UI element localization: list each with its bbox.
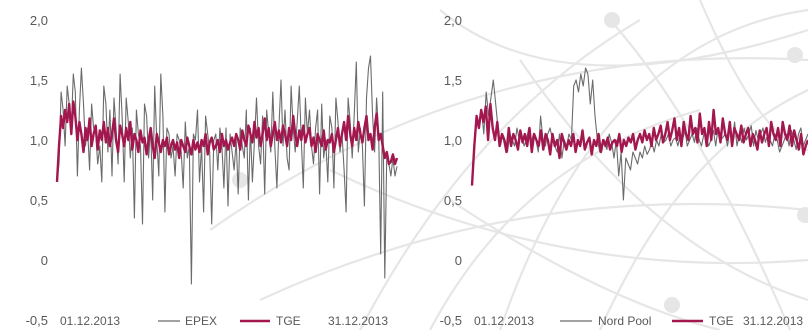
x-tick-label: 01.12.2013	[60, 314, 120, 328]
series-line-tge	[470, 102, 808, 186]
watermark-curve	[449, 199, 721, 332]
legend-label: TGE	[709, 314, 734, 328]
y-tick-label: -0,5	[26, 313, 48, 328]
y-tick-label: 1,0	[30, 133, 48, 148]
watermark-curve	[598, 89, 808, 331]
watermark-curve	[329, 169, 808, 265]
legend-label: TGE	[276, 314, 301, 328]
y-tick-label: -0,5	[440, 313, 462, 328]
watermark-node	[787, 47, 803, 63]
chart-panels: 2,0 1,5 1,0 0,5 0 -0,5 01.12.2013 31.12.2013 EPE…	[26, 13, 808, 328]
y-tick-label: 1,0	[444, 133, 462, 148]
watermark-node	[797, 207, 808, 223]
series-line-tge	[55, 100, 399, 183]
y-tick-label: 2,0	[30, 13, 48, 28]
legend-label: Nord Pool	[598, 314, 651, 328]
chart-panel-2: 2,0 1,5 1,0 0,5 0 -0,5 01.12.2013 31.12.2013 Nor…	[440, 13, 808, 328]
y-tick-label: 2,0	[444, 13, 462, 28]
globe-watermark	[209, 0, 808, 332]
legend-label: EPEX	[185, 314, 217, 328]
chart-panel-1: 2,0 1,5 1,0 0,5 0 -0,5 01.12.2013 31.12.2013 EPE…	[26, 13, 399, 328]
watermark-curve	[498, 8, 808, 331]
x-tick-label: 01.12.2013	[474, 314, 534, 328]
y-tick-label: 0,5	[30, 193, 48, 208]
watermark-node	[664, 297, 680, 313]
series-line-epex	[56, 55, 398, 285]
watermark-node	[232, 172, 248, 188]
y-tick-label: 1,5	[30, 73, 48, 88]
y-tick-label: 1,5	[444, 73, 462, 88]
y-tick-label: 0	[455, 253, 462, 268]
x-tick-label: 31.12.2013	[328, 314, 388, 328]
watermark-curve	[609, 19, 792, 331]
y-tick-label: 0	[41, 253, 48, 268]
watermark-curve	[519, 59, 808, 302]
x-tick-label: 31.12.2013	[743, 314, 803, 328]
watermark-curve	[439, 9, 808, 67]
watermark-curve	[429, 108, 701, 331]
watermark-node	[604, 12, 620, 28]
watermark-curve	[359, 19, 641, 331]
y-tick-label: 0,5	[444, 193, 462, 208]
watermark-curve	[259, 202, 808, 301]
